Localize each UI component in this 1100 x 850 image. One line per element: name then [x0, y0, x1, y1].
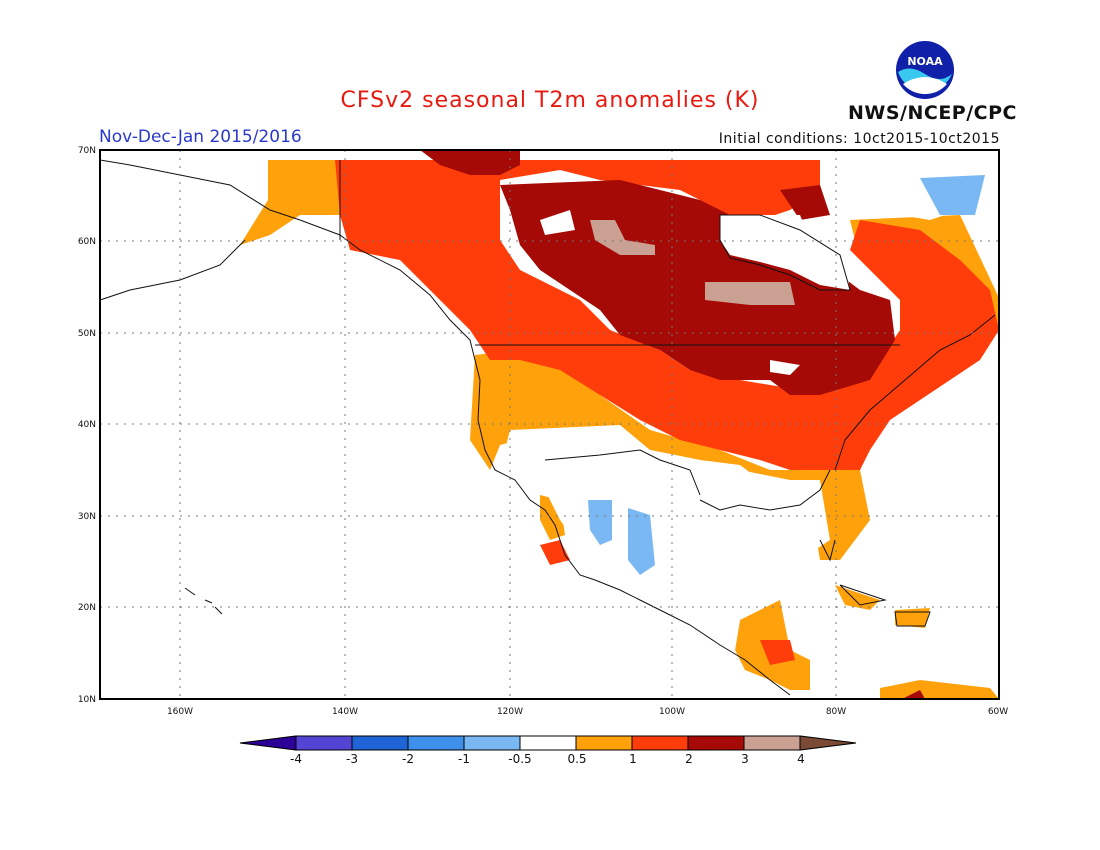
lat-tick-label: 20N: [78, 603, 96, 613]
colorbar-label: 3: [741, 752, 749, 766]
map-frame: [99, 149, 1000, 700]
map-title: CFSv2 seasonal T2m anomalies (K): [340, 88, 760, 113]
colorbar-label: -1: [458, 752, 470, 766]
colorbar-label: -4: [290, 752, 302, 766]
initial-conditions: Initial conditions: 10ct2015-10ct2015: [718, 131, 1000, 147]
colorbar-label: -0.5: [508, 752, 531, 766]
lat-tick-label: 70N: [78, 146, 96, 156]
noaa-logo-text: NOAA: [907, 55, 943, 68]
colorbar-swatch: [575, 735, 633, 751]
colorbar: [239, 735, 857, 751]
colorbar-label: 1: [629, 752, 637, 766]
lon-axis: 160W 140W 120W 100W 80W 60W: [167, 707, 1008, 717]
coastlines: [99, 159, 996, 696]
colorbar-swatch: [351, 735, 409, 751]
colorbar-label: 0.5: [567, 752, 586, 766]
lat-tick-label: 40N: [78, 420, 96, 430]
colorbar-label: -2: [402, 752, 414, 766]
noaa-logo: NOAA: [896, 41, 954, 99]
colorbar-label: 2: [685, 752, 693, 766]
lat-axis: 70N 60N 50N 40N 30N 20N 10N: [78, 146, 96, 705]
colorbar-swatch: [407, 735, 465, 751]
colorbar-low-arrow: [239, 735, 297, 751]
lat-tick-label: 10N: [78, 695, 96, 705]
lon-tick-label: 80W: [826, 707, 846, 717]
colorbar-swatch: [631, 735, 689, 751]
lat-tick-label: 30N: [78, 512, 96, 522]
lon-tick-label: 120W: [497, 707, 523, 717]
colorbar-label: -3: [346, 752, 358, 766]
lat-tick-label: 50N: [78, 329, 96, 339]
lon-tick-label: 160W: [167, 707, 193, 717]
forecast-period: Nov-Dec-Jan 2015/2016: [99, 127, 302, 147]
lon-tick-label: 100W: [659, 707, 685, 717]
anomaly-shading: [240, 150, 999, 699]
colorbar-label: 4: [797, 752, 805, 766]
colorbar-high-arrow: [799, 735, 857, 751]
lon-tick-label: 140W: [332, 707, 358, 717]
agency-label: NWS/NCEP/CPC: [848, 102, 1017, 124]
lon-tick-label: 60W: [988, 707, 1008, 717]
colorbar-swatch: [687, 735, 745, 751]
colorbar-swatch: [463, 735, 521, 751]
colorbar-swatch: [519, 735, 577, 751]
colorbar-swatch: [295, 735, 353, 751]
lat-tick-label: 60N: [78, 237, 96, 247]
gridlines: [100, 150, 999, 699]
colorbar-labels: -4 -3 -2 -1 -0.5 0.5 1 2 3 4: [290, 752, 805, 766]
colorbar-swatch: [743, 735, 801, 751]
